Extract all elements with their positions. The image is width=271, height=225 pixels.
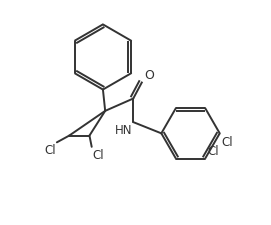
Text: Cl: Cl bbox=[93, 148, 104, 161]
Text: HN: HN bbox=[115, 123, 132, 136]
Text: Cl: Cl bbox=[44, 144, 56, 157]
Text: Cl: Cl bbox=[221, 135, 233, 148]
Text: Cl: Cl bbox=[207, 144, 218, 157]
Text: O: O bbox=[144, 68, 154, 81]
